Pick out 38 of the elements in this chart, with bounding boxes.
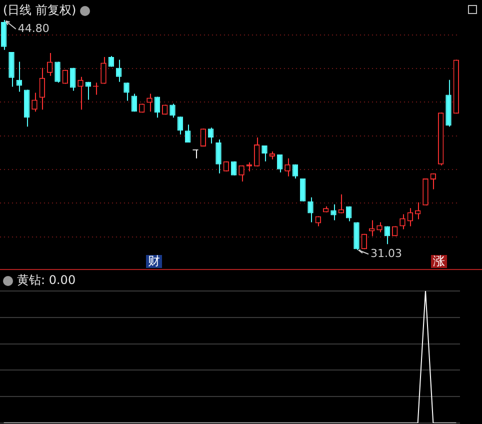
candlestick [368, 220, 375, 237]
text: 财 [146, 254, 162, 268]
candlestick [146, 93, 152, 112]
candlestick [254, 137, 260, 167]
annotation: 44.80 [18, 22, 50, 35]
candlestick [8, 51, 14, 88]
candlestick [338, 194, 344, 214]
candlestick [292, 164, 298, 179]
candlestick [0, 20, 7, 50]
candlestick [184, 124, 191, 144]
candlestick [124, 82, 130, 102]
annotation: 31.03 [370, 246, 402, 260]
candlestick [216, 139, 222, 174]
candlestick [430, 172, 436, 190]
text: 涨 [431, 254, 447, 268]
candlestick [384, 226, 390, 245]
candlestick [78, 76, 84, 110]
candlestick [414, 202, 421, 220]
candlestick [154, 96, 160, 118]
candlestick [238, 164, 244, 182]
candlestick [32, 92, 38, 112]
candlestick [54, 61, 60, 84]
candlestick [46, 52, 53, 76]
candlestick [376, 222, 382, 233]
candlestick [116, 59, 122, 82]
candlestick [308, 196, 314, 223]
candlestick [276, 154, 283, 173]
chart-title: (日线 前复权) [3, 2, 76, 19]
chart-title: 黄钻: 0.00 [17, 272, 76, 289]
candlestick [177, 116, 184, 135]
candlestick [100, 56, 106, 84]
candlestick [170, 103, 176, 118]
candlestick [346, 206, 352, 222]
candlestick [70, 67, 76, 92]
candlestick [131, 93, 138, 112]
candlestick [330, 204, 336, 221]
candlestick [39, 67, 46, 110]
candlestick [284, 158, 290, 177]
